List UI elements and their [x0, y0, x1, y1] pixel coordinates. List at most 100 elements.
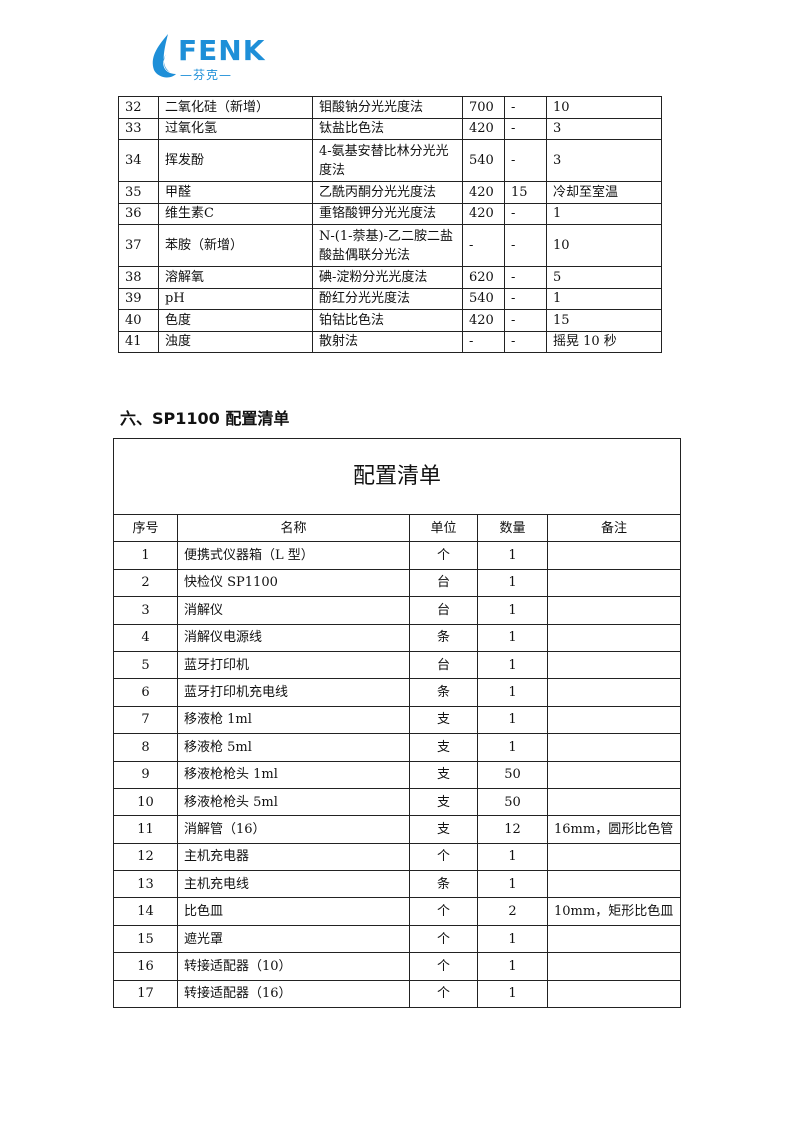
table-cell: 个 [409, 897, 478, 926]
table-cell: 维生素C [158, 202, 313, 225]
table-row: 6 蓝牙打印机充电线条 1 [113, 678, 681, 707]
table-cell: 5 [113, 650, 178, 680]
table-cell [547, 678, 681, 707]
table-cell: pH [158, 287, 313, 310]
table-row: 2 快检仪 SP1100 台 1 [113, 568, 681, 598]
table-cell: 移液枪 5ml [177, 733, 410, 762]
table-cell: 40 [118, 309, 159, 332]
table-cell: 50 [477, 760, 548, 789]
table-row: 11 消解管（16）支 12 16mm，圆形比色管 [113, 815, 681, 844]
table-cell: 10mm，矩形比色皿 [547, 897, 681, 926]
table-row: 4 消解仪电源线条 1 [113, 623, 681, 652]
table-cell: 1 [477, 733, 548, 762]
table-cell: 3 [113, 596, 178, 625]
table-cell: 二氧化硅（新增） [158, 96, 313, 119]
table-cell [547, 596, 681, 625]
table-cell: 1 [477, 650, 548, 680]
column-header: 数量 [477, 513, 548, 543]
table-cell: 移液枪枪头 5ml [177, 787, 410, 817]
table-cell: 35 [118, 181, 159, 204]
table-cell: 条 [409, 870, 478, 899]
table-cell [547, 924, 681, 954]
table-cell [547, 623, 681, 652]
table-cell: 1 [477, 541, 548, 570]
table-cell: 16mm，圆形比色管 [547, 815, 681, 844]
table-cell: 重铬酸钾分光光度法 [312, 202, 463, 225]
table-cell: 蓝牙打印机充电线 [177, 678, 410, 707]
table-cell: 50 [477, 787, 548, 817]
table-cell: 1 [477, 705, 548, 735]
table-cell [547, 650, 681, 680]
table-cell: 支 [409, 760, 478, 789]
table-cell: 条 [409, 623, 478, 652]
table-cell: - [504, 309, 547, 332]
table-cell: - [504, 330, 547, 353]
table-cell: 5 [546, 266, 662, 289]
table-cell: 4 [113, 623, 178, 652]
table-cell: 10 [546, 224, 662, 267]
table-cell: 快检仪 SP1100 [177, 568, 410, 598]
table-cell: 移液枪枪头 1ml [177, 760, 410, 789]
table-cell: 支 [409, 733, 478, 762]
table-row: 37 苯胺（新增） N-(1-萘基)-乙二胺二盐酸盐偶联分光法 - -10 [118, 224, 662, 267]
table-cell: 铂钴比色法 [312, 309, 463, 332]
table-row: 1 便携式仪器箱（L 型）个 1 [113, 541, 681, 570]
table-cell: 12 [113, 842, 178, 872]
table-row: 17 转接适配器（16）个 1 [113, 979, 681, 1009]
table-cell: 12 [477, 815, 548, 844]
table-cell: 11 [113, 815, 178, 844]
table-row: 9 移液枪枪头 1ml 支 50 [113, 760, 681, 789]
table-cell: 钼酸钠分光光度法 [312, 96, 463, 119]
table-cell: 过氧化氢 [158, 117, 313, 140]
table-cell: 4-氨基安替比林分光光度法 [312, 139, 463, 182]
table-cell: 15 [504, 181, 547, 204]
table-cell: 台 [409, 650, 478, 680]
table-row: 41 浊度 散射法 - - 摇晃 10 秒 [118, 330, 662, 353]
table-cell: 个 [409, 924, 478, 954]
table-cell [547, 870, 681, 899]
table-cell: 540 [462, 287, 505, 310]
table-cell: - [462, 224, 505, 267]
table-cell: 碘-淀粉分光光度法 [312, 266, 463, 289]
table-cell: 14 [113, 897, 178, 926]
table-cell: 420 [462, 202, 505, 225]
table-row: 16 转接适配器（10）个 1 [113, 952, 681, 981]
table-cell: 10 [546, 96, 662, 119]
table-cell: 38 [118, 266, 159, 289]
table-cell: 33 [118, 117, 159, 140]
flame-drop-icon [152, 34, 176, 78]
table-cell: 1 [477, 623, 548, 652]
table-row: 3 消解仪台 1 [113, 596, 681, 625]
table-cell: 1 [546, 287, 662, 310]
table-cell: 消解仪电源线 [177, 623, 410, 652]
table-row: 40 色度 铂钴比色法 420-15 [118, 309, 662, 332]
table-cell: 个 [409, 979, 478, 1009]
table-cell: 主机充电线 [177, 870, 410, 899]
fenk-logo: FENK —芬克— [150, 32, 270, 82]
table-cell: 色度 [158, 309, 313, 332]
table-cell: 支 [409, 815, 478, 844]
table-cell: 6 [113, 678, 178, 707]
table-cell [547, 568, 681, 598]
table-cell: 便携式仪器箱（L 型） [177, 541, 410, 570]
table-cell: 1 [477, 678, 548, 707]
table-cell: 32 [118, 96, 159, 119]
table-cell: 消解管（16） [177, 815, 410, 844]
table-row: 15 遮光罩个 1 [113, 924, 681, 954]
table-row: 13 主机充电线条 1 [113, 870, 681, 899]
table-row: 32 二氧化硅（新增） 钼酸钠分光光度法 700-10 [118, 96, 662, 119]
table-cell: 1 [477, 568, 548, 598]
table-cell: 消解仪 [177, 596, 410, 625]
table-cell: 冷却至室温 [546, 181, 662, 204]
table-cell: 个 [409, 952, 478, 981]
table-cell: 摇晃 10 秒 [546, 330, 662, 353]
table-cell: 1 [113, 541, 178, 570]
table-cell: 700 [462, 96, 505, 119]
table-cell: 1 [477, 870, 548, 899]
table-row: 35 甲醛 乙酰丙酮分光光度法 420 15 冷却至室温 [118, 181, 662, 204]
table-cell [547, 541, 681, 570]
table-cell: 1 [477, 924, 548, 954]
table-cell: 1 [477, 979, 548, 1009]
table-cell: 8 [113, 733, 178, 762]
